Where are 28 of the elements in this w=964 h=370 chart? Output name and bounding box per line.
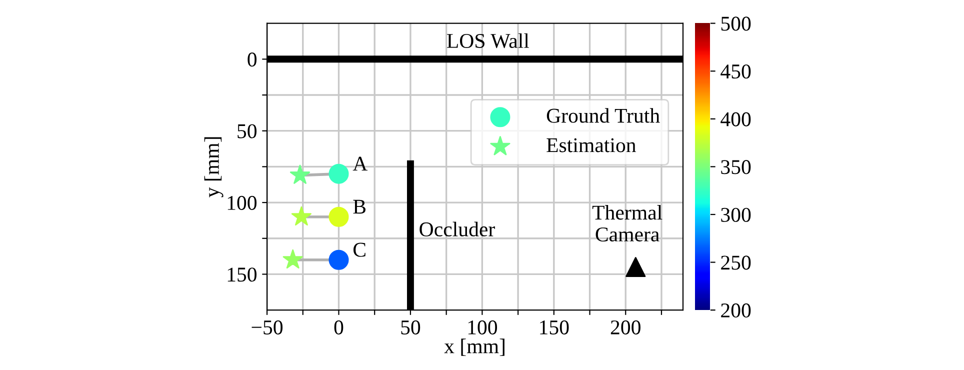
y-tick-label: 150 [228, 268, 257, 282]
x-tick-label: 50 [401, 320, 420, 334]
color-bar-label: 500 [721, 16, 751, 31]
color-bar-label: 200 [721, 303, 751, 318]
legend-label: Estimation [546, 138, 636, 152]
x-tick-label: 150 [540, 320, 569, 334]
legend-label: Ground Truth [546, 108, 660, 123]
color-bar-label: 300 [721, 208, 751, 222]
color-bar-label: 450 [720, 64, 751, 79]
annotation: A [352, 156, 368, 171]
annotation: B [353, 200, 366, 214]
annotation: Thermal Camera [592, 205, 662, 242]
color-bar-label: 400 [720, 112, 751, 126]
y-tick-label: 50 [238, 124, 257, 138]
y-tick-label: 0 [248, 52, 257, 67]
x-axis-title: x [mm] [444, 338, 504, 356]
color-bar-label: 250 [721, 256, 751, 270]
x-tick-label: −50 [252, 320, 283, 334]
color-bar-label: 350 [721, 160, 751, 174]
y-tick-label: 100 [228, 196, 257, 210]
point [626, 257, 646, 278]
y-axis-title: y [mm] [204, 137, 224, 198]
annotation: Occluder [420, 222, 495, 236]
annotation: C [353, 242, 366, 257]
x-tick-label: 100 [468, 320, 498, 334]
x-tick-label: 0 [334, 320, 344, 334]
annotation: LOS Wall [447, 33, 530, 48]
x-tick-label: 200 [610, 320, 640, 334]
